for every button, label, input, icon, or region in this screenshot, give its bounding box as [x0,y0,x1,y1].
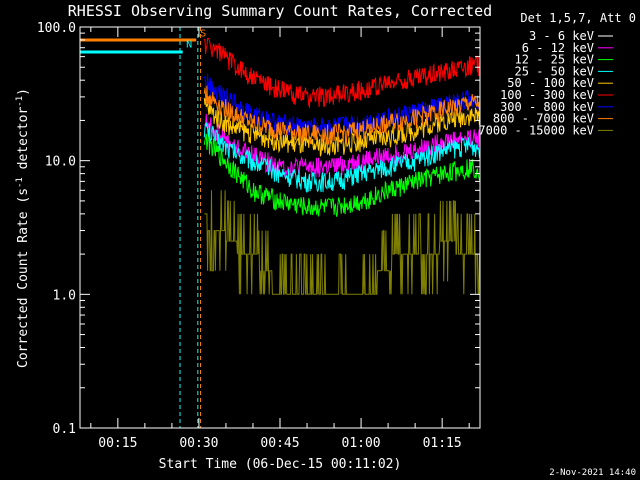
legend-entry-label: 100 - 300 keV [500,88,594,102]
y-axis-label-superscript: -1 [15,96,25,107]
n-marker: N [186,40,192,51]
legend-entry-label: 800 - 7000 keV [493,112,594,126]
y-axis-label-superscript: -1 [15,177,25,188]
series-line-25-50keV [203,122,480,194]
s-marker: S [200,28,206,39]
series-line-100-300keV [203,37,480,109]
footer-timestamp: 2-Nov-2021 14:40 [549,468,636,478]
y-tick-label: 0.1 [53,422,76,437]
x-tick-label: 00:30 [179,436,218,451]
series-line-7000-15000keV [204,190,480,295]
y-axis-label: Corrected Count Rate (s-1 detector-1) [15,88,31,368]
legend-entry-label: 300 - 800 keV [500,100,594,114]
legend-entry-label: 6 - 12 keV [522,41,594,55]
legend-entry-label: 50 - 100 keV [507,76,594,90]
x-tick-label: 00:15 [98,436,137,451]
y-axis-label-part: detector [16,107,31,178]
series-line-12-25keV [203,131,480,217]
x-axis-label: Start Time (06-Dec-15 00:11:02) [159,457,402,472]
x-tick-label: 01:00 [342,436,381,451]
series-line-800-7000keV [203,85,480,147]
x-tick-label: 01:15 [423,436,462,451]
legend-entry-label: 3 - 6 keV [529,29,594,43]
plot-area: NS [80,27,480,428]
y-tick-label: 100.0 [37,21,76,36]
y-axis-label-part: Corrected Count Rate (s [16,188,31,368]
chart-title: RHESSI Observing Summary Count Rates, Co… [68,2,492,20]
y-tick-label: 10.0 [45,155,76,170]
plot-content: NS [80,27,480,428]
legend-entry-label: 25 - 50 keV [515,64,594,78]
y-axis-label-part: ) [16,88,31,96]
legend-entry-label: 12 - 25 keV [515,53,594,67]
x-tick-label: 00:45 [260,436,299,451]
legend-title: Det 1,5,7, Att 0 [520,11,636,25]
legend-entry-label: 7000 - 15000 keV [478,123,594,137]
y-tick-label: 1.0 [53,288,76,303]
axes: 0.1 1.0 10.0 100.0 00:15 00:30 00:45 01:00 01:15 [37,21,481,451]
